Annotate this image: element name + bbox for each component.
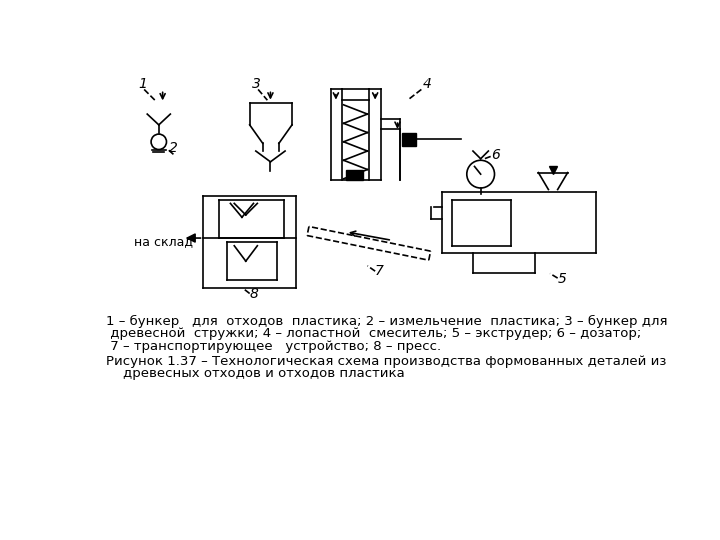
Text: Рисунок 1.37 – Технологическая схема производства формованных деталей из: Рисунок 1.37 – Технологическая схема про…: [106, 355, 666, 368]
Text: древесной  стружки; 4 – лопастной  смеситель; 5 – экструдер; 6 – дозатор;: древесной стружки; 4 – лопастной смесите…: [106, 327, 641, 340]
Bar: [402, 133, 416, 146]
Text: 7: 7: [375, 264, 384, 278]
Text: 8: 8: [250, 287, 258, 301]
Text: 5: 5: [558, 272, 567, 286]
Text: 7 – транспортирующее   устройство; 8 – пресс.: 7 – транспортирующее устройство; 8 – пре…: [106, 340, 441, 353]
Text: 2: 2: [168, 141, 178, 155]
Text: 1: 1: [138, 77, 147, 91]
Text: 3: 3: [252, 77, 261, 91]
Text: древесных отходов и отходов пластика: древесных отходов и отходов пластика: [106, 367, 405, 380]
Text: на склад: на склад: [134, 235, 193, 248]
Bar: [346, 170, 363, 180]
Text: 4: 4: [423, 77, 432, 91]
Text: 6: 6: [490, 148, 500, 162]
Text: 1 – бункер   для  отходов  пластика; 2 – измельчение  пластика; 3 – бункер для: 1 – бункер для отходов пластика; 2 – изм…: [106, 315, 667, 328]
